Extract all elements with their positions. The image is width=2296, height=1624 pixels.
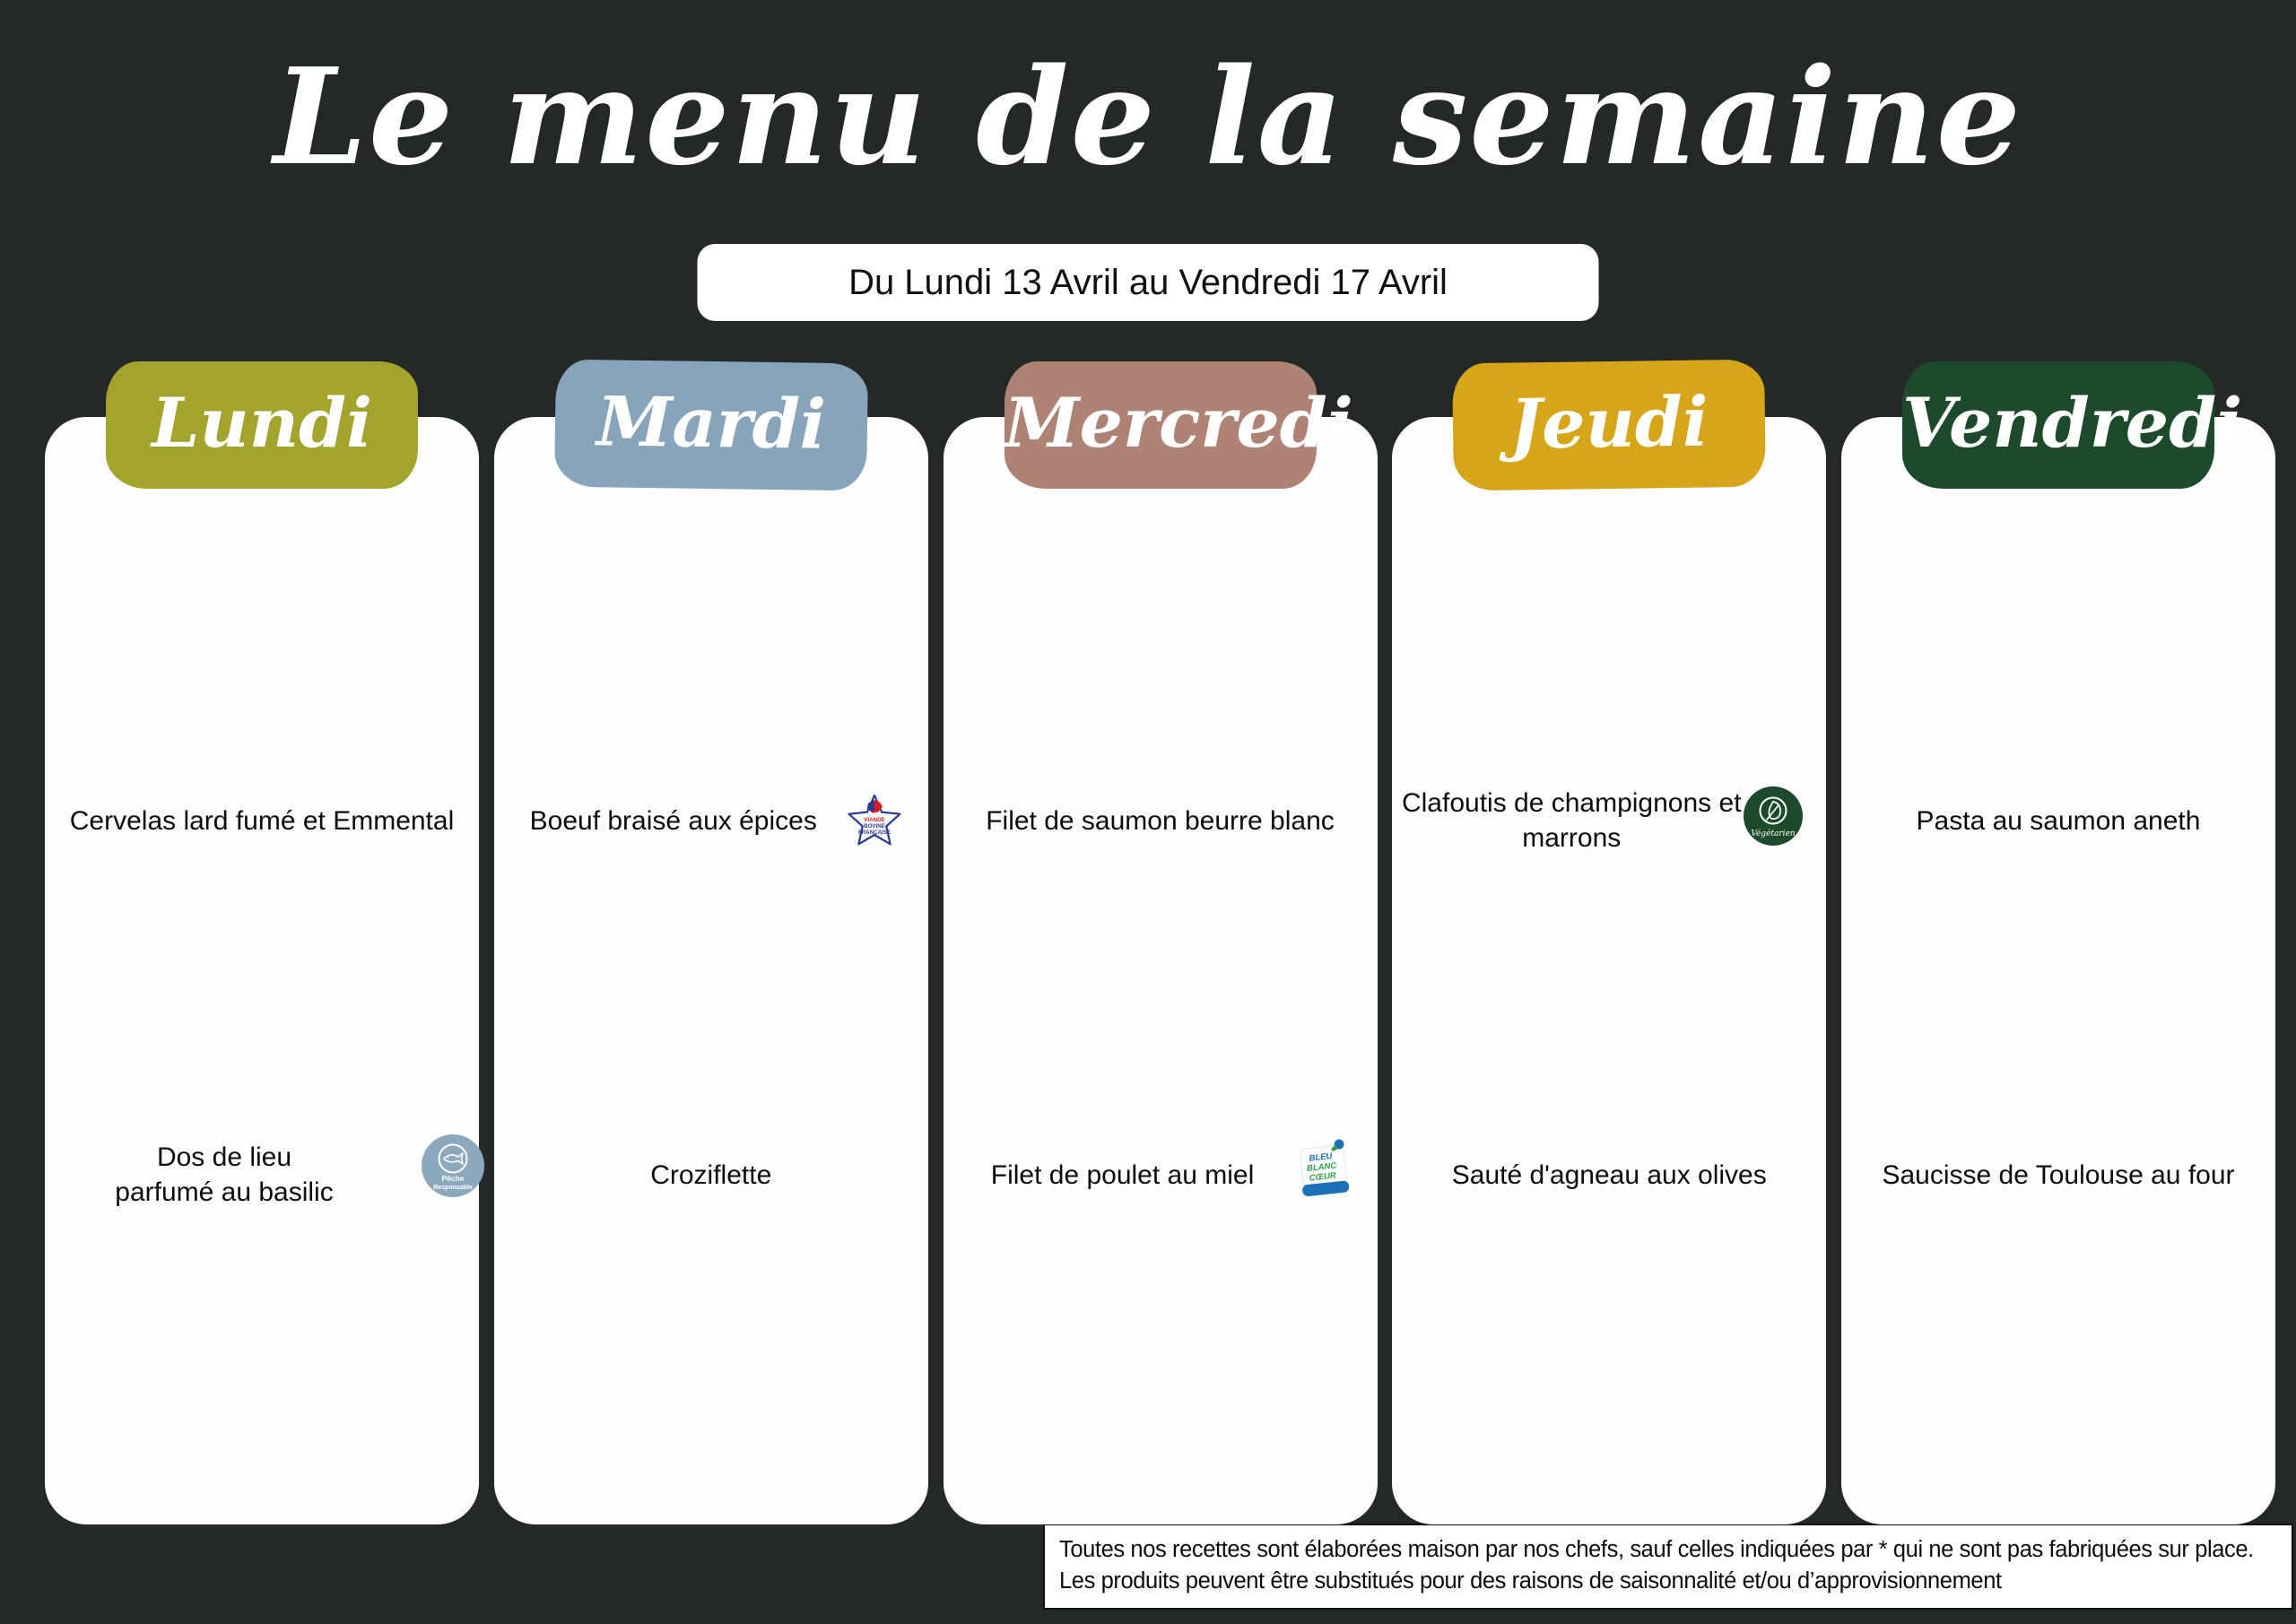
menu-item-mardi-2: Croziflette — [494, 1099, 928, 1251]
footer-line-2: Les produits peuvent être substitués pou… — [1059, 1568, 2002, 1594]
svg-text:CŒUR: CŒUR — [1309, 1171, 1336, 1184]
day-badge-vendredi: Vendredi — [1902, 361, 2242, 489]
day-column-lundi: Lundi Cervelas lard fumé et Emmental Dos… — [45, 361, 484, 1524]
menu-item-text: Boeuf braisé aux épices — [529, 805, 817, 836]
day-badge-mercredi: Mercredi — [1004, 361, 1353, 489]
menu-item-mercredi-2: Filet de poulet au miel — [944, 1099, 1378, 1251]
footer-line-1: Toutes nos recettes sont élaborées maiso… — [1059, 1537, 2254, 1562]
day-card-jeudi: Clafoutis de champignons et marrons Saut… — [1392, 417, 1827, 1524]
page-title: Le menu de la semaine — [273, 39, 2023, 195]
menu-item-jeudi-2: Sauté d'agneau aux olives — [1392, 1099, 1826, 1251]
svg-text:Pêche: Pêche — [441, 1174, 464, 1183]
svg-text:Responsable: Responsable — [433, 1185, 473, 1191]
day-card-mercredi: Filet de saumon beurre blanc Filet de po… — [943, 417, 1378, 1524]
day-column-vendredi: Vendredi Pasta au saumon aneth Saucisse … — [1841, 361, 2275, 1524]
day-card-mardi: Boeuf braisé aux épices Croziflette VIAN… — [493, 417, 928, 1524]
menu-item-text: Filet de saumon beurre blanc — [986, 805, 1335, 836]
svg-text:BLEU: BLEU — [1309, 1151, 1334, 1164]
day-columns: Lundi Cervelas lard fumé et Emmental Dos… — [45, 359, 2275, 1524]
menu-item-text: Croziflette — [650, 1159, 772, 1190]
day-column-jeudi: Jeudi Clafoutis de champignons et marron… — [1392, 359, 1827, 1524]
viande-bovine-francaise-icon: VIANDE BOVINE FRANÇAISE — [848, 794, 901, 846]
day-badge-jeudi: Jeudi — [1452, 359, 1767, 491]
day-column-mercredi: Mercredi Filet de saumon beurre blanc Fi… — [943, 361, 1378, 1524]
menu-item-text: Sauté d'agneau aux olives — [1451, 1159, 1767, 1190]
menu-item-lundi-2: Dos de lieu parfumé au basilic — [45, 1099, 479, 1251]
menu-item-jeudi-1: Clafoutis de champignons et marrons — [1392, 744, 1826, 897]
menu-item-text: Cervelas lard fumé et Emmental — [69, 805, 455, 836]
day-badge-lundi: Lundi — [106, 361, 418, 489]
menu-item-vendredi-1: Pasta au saumon aneth — [1841, 744, 2275, 897]
bleu-blanc-coeur-icon: BLEU BLANC CŒUR — [1300, 1139, 1349, 1196]
menu-item-text: Dos de lieu — [156, 1142, 292, 1172]
menu-item-vendredi-2: Saucisse de Toulouse au four — [1841, 1099, 2275, 1251]
menu-item-text: parfumé au basilic — [115, 1177, 334, 1207]
menu-item-text: Clafoutis de champignons et — [1401, 788, 1742, 818]
menu-item-text: Filet de poulet au miel — [990, 1159, 1255, 1190]
peche-responsable-icon: Pêche Responsable — [422, 1134, 484, 1197]
svg-text:Végétarien: Végétarien — [1752, 829, 1796, 838]
menu-item-text: Saucisse de Toulouse au four — [1882, 1159, 2235, 1190]
menu-item-text: marrons — [1522, 823, 1622, 853]
menu-item-mercredi-1: Filet de saumon beurre blanc — [944, 744, 1378, 897]
footer-note: Toutes nos recettes sont élaborées maiso… — [1043, 1524, 2293, 1610]
vegetarien-icon: Végétarien — [1744, 786, 1804, 846]
menu-item-text: Pasta au saumon aneth — [1916, 805, 2201, 836]
day-card-vendredi: Pasta au saumon aneth Saucisse de Toulou… — [1841, 417, 2275, 1524]
menu-item-lundi-1: Cervelas lard fumé et Emmental — [45, 744, 479, 897]
day-badge-mardi: Mardi — [553, 359, 868, 491]
day-card-lundi: Cervelas lard fumé et Emmental Dos de li… — [45, 417, 484, 1524]
day-column-mardi: Mardi Boeuf braisé aux épices Croziflett… — [493, 359, 928, 1524]
svg-text:VIANDE: VIANDE — [864, 817, 884, 823]
date-range-pill: Du Lundi 13 Avril au Vendredi 17 Avril — [697, 244, 1599, 321]
svg-text:FRANÇAISE: FRANÇAISE — [858, 829, 891, 836]
svg-text:BLANC: BLANC — [1306, 1161, 1336, 1174]
svg-text:BOVINE: BOVINE — [864, 823, 885, 829]
menu-item-mardi-1: Boeuf braisé aux épices — [494, 744, 928, 897]
